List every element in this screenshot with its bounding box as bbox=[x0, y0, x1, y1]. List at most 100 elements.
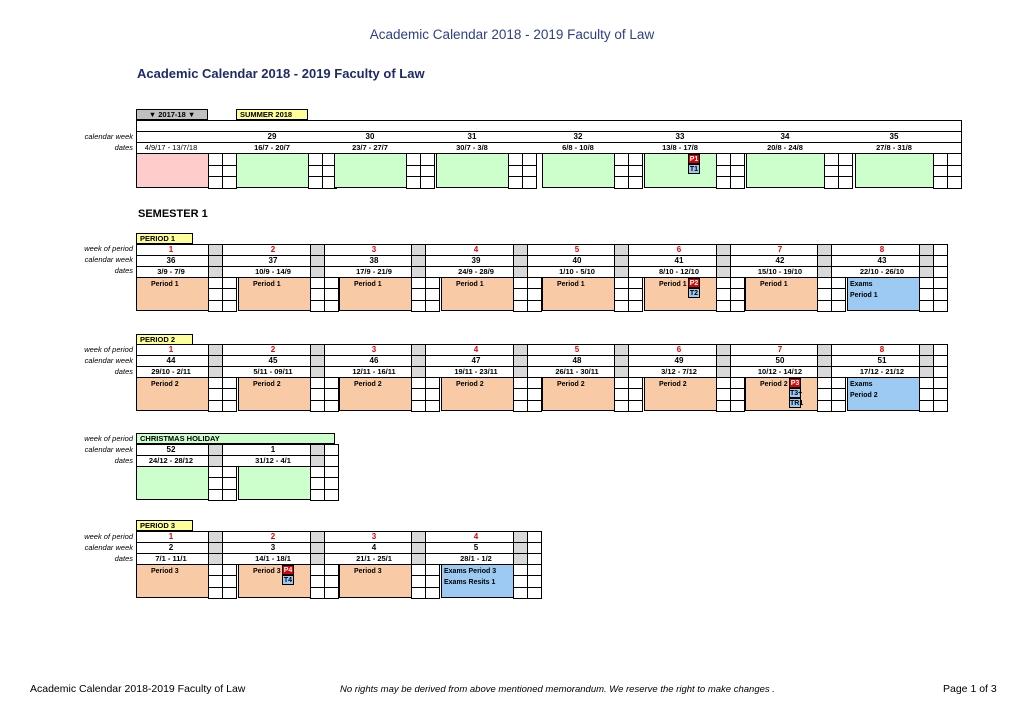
tutorial-marker: T1 bbox=[688, 164, 700, 174]
grid-side-cell bbox=[527, 299, 542, 312]
calendar-week-number: 44 bbox=[166, 356, 176, 365]
grid-side-cell bbox=[730, 176, 745, 190]
tutorial-marker: T4 bbox=[282, 575, 294, 585]
period-marker: P1 bbox=[688, 154, 700, 164]
grid-side-cell bbox=[817, 399, 832, 412]
week-block: Period 1 bbox=[542, 277, 615, 311]
grid-side-cell bbox=[222, 586, 237, 599]
grid-side-cell bbox=[513, 399, 528, 412]
week-block bbox=[644, 153, 717, 188]
week-block-label: Period 2 bbox=[659, 381, 687, 388]
week-dates: 24/12 - 28/12 bbox=[148, 456, 194, 465]
week-dates: 3/12 - 7/12 bbox=[661, 367, 697, 376]
calendar-week-number: 37 bbox=[268, 256, 278, 265]
calendar-week-number: 40 bbox=[572, 256, 582, 265]
grid-side-cell bbox=[508, 176, 523, 190]
grid-side-cell bbox=[208, 399, 223, 412]
week-block-label: Period 2 bbox=[557, 381, 585, 388]
grid-side-cell bbox=[208, 488, 223, 501]
grid-side-cell bbox=[425, 399, 440, 412]
week-dates: 14/1 - 18/1 bbox=[255, 554, 291, 563]
week-of-period: 8 bbox=[879, 345, 885, 354]
calendar-week-number: 46 bbox=[369, 356, 379, 365]
grid-side-cell bbox=[933, 176, 948, 190]
week-dates: 29/10 - 2/11 bbox=[151, 367, 191, 376]
week-dates: 8/10 - 12/10 bbox=[658, 267, 700, 276]
week-block: Exams Period 3 Exams Resits 1 bbox=[441, 564, 514, 598]
week-of-period: 2 bbox=[270, 345, 276, 354]
period-marker: P4 bbox=[282, 565, 294, 575]
grid-side-cell bbox=[513, 299, 528, 312]
calendar-week-number: 45 bbox=[268, 356, 278, 365]
week-of-period: 6 bbox=[676, 345, 682, 354]
grid-side-cell bbox=[324, 399, 339, 412]
week-block-sublabel: Period 1 bbox=[850, 292, 878, 299]
week-block bbox=[436, 153, 509, 188]
grid-side-cell bbox=[730, 399, 745, 412]
week-block: Period 1 bbox=[136, 277, 209, 311]
week-block: Exams Period 2 bbox=[847, 377, 920, 411]
tutorial-marker: T3+ bbox=[789, 388, 803, 398]
xmas-calendar-week-label: calendar week bbox=[84, 445, 133, 454]
calendar-week-number: 31 bbox=[467, 132, 477, 141]
grid-side-cell bbox=[406, 176, 421, 190]
grid-side-cell bbox=[824, 176, 839, 190]
week-block: Period 1 bbox=[339, 277, 412, 311]
grid-side-cell bbox=[527, 586, 542, 599]
calendar-week-number: 48 bbox=[572, 356, 582, 365]
week-of-period: 7 bbox=[777, 245, 783, 254]
week-block: Period 2 bbox=[644, 377, 717, 411]
p3-week-of-period-label: week of period bbox=[84, 532, 133, 541]
week-block-label: Period 1 bbox=[659, 281, 687, 288]
week-of-period: 4 bbox=[473, 532, 479, 541]
period-marker: P2 bbox=[688, 278, 700, 288]
grid-side-cell bbox=[522, 176, 537, 190]
week-block: Period 2 bbox=[542, 377, 615, 411]
grid-side-cell bbox=[222, 488, 237, 501]
week-dates: 27/8 - 31/8 bbox=[876, 143, 912, 152]
grid-side-cell bbox=[838, 176, 853, 190]
grid-side-cell bbox=[425, 299, 440, 312]
week-of-period: 3 bbox=[371, 345, 377, 354]
week-dates: 17/9 - 21/9 bbox=[356, 267, 392, 276]
week-block-label: Period 1 bbox=[354, 281, 382, 288]
week-block bbox=[334, 153, 407, 188]
week-dates: 20/8 - 24/8 bbox=[767, 143, 803, 152]
week-block: Period 2 bbox=[441, 377, 514, 411]
calendar-week-number: 41 bbox=[674, 256, 684, 265]
grid-side-cell bbox=[614, 176, 629, 190]
week-dates: 3/9 - 7/9 bbox=[157, 267, 185, 276]
grid-side-cell bbox=[730, 299, 745, 312]
grid-side-cell bbox=[208, 176, 223, 190]
week-block-label: Period 2 bbox=[253, 381, 281, 388]
week-block-label: Period 2 bbox=[456, 381, 484, 388]
footer-left: Academic Calendar 2018-2019 Faculty of L… bbox=[30, 683, 246, 695]
week-block bbox=[542, 153, 615, 188]
grid-side-cell bbox=[716, 399, 731, 412]
week-of-period: 1 bbox=[168, 245, 174, 254]
week-dates: 19/11 - 23/11 bbox=[454, 367, 498, 376]
grid-row-frame bbox=[136, 455, 339, 467]
week-of-period: 1 bbox=[168, 532, 174, 541]
week-block-label: Period 1 bbox=[253, 281, 281, 288]
week-dates: 1/10 - 5/10 bbox=[559, 267, 595, 276]
calendar-week-number: 34 bbox=[780, 132, 790, 141]
week-dates: 24/9 - 28/9 bbox=[458, 267, 494, 276]
week-block: Period 2 bbox=[136, 377, 209, 411]
grid-side-cell bbox=[716, 299, 731, 312]
week-dates: 22/10 - 26/10 bbox=[859, 267, 905, 276]
footer-page-number: Page 1 of 3 bbox=[943, 683, 997, 695]
calendar-week-number: 5 bbox=[473, 543, 479, 552]
week-dates: 26/11 - 30/11 bbox=[555, 367, 599, 376]
week-block-label: Period 3 bbox=[151, 568, 179, 575]
week-dates: 10/12 - 14/12 bbox=[757, 367, 803, 376]
christmas-title: CHRISTMAS HOLIDAY bbox=[136, 433, 335, 444]
week-block-label: Period 2 bbox=[354, 381, 382, 388]
week-block: Period 1 bbox=[644, 277, 717, 311]
period3-title: PERIOD 3 bbox=[136, 520, 193, 531]
week-of-period: 4 bbox=[473, 245, 479, 254]
year-dropdown[interactable]: ▼ 2017-18 ▼ bbox=[136, 109, 208, 120]
week-block: Exams Period 1 bbox=[847, 277, 920, 311]
week-block-label: Exams bbox=[850, 281, 873, 288]
grid-side-cell bbox=[919, 399, 934, 412]
